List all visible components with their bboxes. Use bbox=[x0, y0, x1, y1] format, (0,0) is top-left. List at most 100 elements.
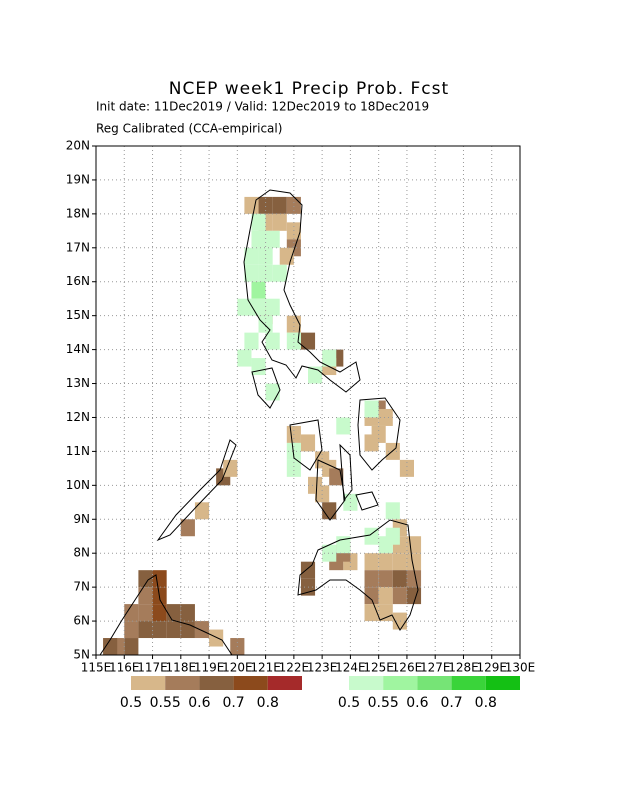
prob-cell bbox=[124, 638, 139, 655]
coastlines bbox=[99, 189, 419, 656]
prob-cell bbox=[364, 434, 379, 452]
x-tick-label: 115E bbox=[81, 661, 112, 675]
x-tick-label: 126E bbox=[392, 661, 423, 675]
prob-cell bbox=[258, 264, 273, 282]
y-tick-label: 12N bbox=[66, 410, 90, 424]
coastline-mindanao bbox=[297, 519, 419, 631]
prob-cell bbox=[286, 332, 301, 350]
subtitle: Init date: 11Dec2019 / Valid: 12Dec2019 … bbox=[96, 100, 429, 114]
prob-cell bbox=[251, 213, 266, 231]
x-tick-label: 129E bbox=[476, 661, 507, 675]
legend-label: 0.5 bbox=[338, 695, 360, 711]
prob-cell bbox=[322, 544, 337, 562]
prob-cell bbox=[392, 553, 407, 571]
y-tick-label: 13N bbox=[66, 376, 90, 390]
legend: 0.5 0.55 0.6 0.7 0.8 0.5 0.55 0.6 0.7 0.8 bbox=[120, 676, 520, 711]
prob-cell bbox=[392, 587, 407, 605]
coastline-mindoro bbox=[251, 367, 281, 409]
prob-cell bbox=[251, 358, 266, 376]
prob-cell bbox=[300, 332, 316, 350]
prob-cell bbox=[378, 408, 393, 426]
legend-swatch bbox=[451, 676, 486, 690]
prob-cell bbox=[406, 536, 422, 554]
prob-cell bbox=[406, 570, 422, 588]
prob-cell bbox=[378, 604, 393, 622]
prob-cell bbox=[258, 196, 273, 214]
cells bbox=[103, 196, 422, 655]
prob-cell bbox=[237, 298, 252, 316]
y-tick-label: 15N bbox=[66, 308, 90, 322]
prob-cell bbox=[364, 553, 379, 571]
x-tick-label: 125E bbox=[363, 661, 394, 675]
y-tick-label: 17N bbox=[66, 240, 90, 254]
prob-cell bbox=[392, 570, 407, 588]
prob-cell bbox=[272, 264, 287, 282]
legend-swatch bbox=[383, 676, 418, 690]
prob-cell bbox=[378, 553, 393, 571]
axes: 115E116E117E118E119E120E121E122E123E124E… bbox=[66, 139, 536, 675]
prob-cell bbox=[180, 519, 195, 537]
x-tick-label: 122E bbox=[279, 661, 310, 675]
x-tick-label: 121E bbox=[250, 661, 281, 675]
y-tick-label: 5N bbox=[73, 648, 90, 662]
legend-label: 0.5 bbox=[120, 695, 142, 711]
prob-cell bbox=[180, 621, 195, 639]
legend-label: 0.8 bbox=[257, 695, 279, 711]
prob-cell bbox=[152, 570, 167, 588]
legend-label: 0.6 bbox=[406, 695, 428, 711]
prob-cell bbox=[300, 434, 316, 452]
y-tick-label: 10N bbox=[66, 478, 90, 492]
prob-cell bbox=[286, 442, 301, 460]
coastline-borneo bbox=[99, 574, 233, 656]
prob-cell bbox=[364, 570, 379, 588]
prob-cell bbox=[272, 213, 287, 231]
prob-cell bbox=[244, 196, 259, 214]
y-tick-label: 8N bbox=[73, 546, 90, 560]
prob-cell bbox=[152, 621, 167, 639]
prob-cell bbox=[399, 459, 414, 477]
prob-cell bbox=[180, 604, 195, 622]
x-tick-label: 130E bbox=[505, 661, 536, 675]
prob-cell bbox=[286, 459, 301, 477]
prob-cell bbox=[378, 587, 393, 605]
x-tick-label: 116E bbox=[109, 661, 140, 675]
x-tick-label: 124E bbox=[335, 661, 366, 675]
y-tick-label: 6N bbox=[73, 614, 90, 628]
prob-cell bbox=[166, 621, 181, 639]
prob-cell bbox=[124, 604, 139, 622]
x-tick-label: 128E bbox=[448, 661, 479, 675]
legend-swatch bbox=[165, 676, 200, 690]
coastline-samar-leyte bbox=[357, 397, 401, 471]
prob-cell bbox=[265, 298, 280, 316]
prob-cell bbox=[378, 536, 393, 554]
prob-cell bbox=[194, 621, 210, 639]
prob-cell bbox=[138, 604, 153, 622]
prob-cell bbox=[315, 485, 330, 503]
x-tick-label: 120E bbox=[222, 661, 253, 675]
prob-cell bbox=[223, 459, 238, 477]
prob-cell bbox=[209, 629, 224, 647]
legend-label: 0.55 bbox=[368, 695, 399, 711]
prob-cell bbox=[251, 298, 266, 316]
prob-cell bbox=[194, 502, 210, 520]
prob-cell bbox=[258, 247, 273, 265]
prob-cell bbox=[265, 230, 280, 248]
legend-swatch bbox=[349, 676, 384, 690]
prob-cell bbox=[286, 196, 301, 214]
legend-label: 0.8 bbox=[475, 695, 497, 711]
prob-cell bbox=[378, 570, 393, 588]
legend-swatch bbox=[417, 676, 452, 690]
prob-cell bbox=[364, 587, 379, 605]
y-tick-label: 16N bbox=[66, 274, 90, 288]
coastline-panay-negros bbox=[289, 419, 346, 521]
y-tick-label: 14N bbox=[66, 342, 90, 356]
prob-cell bbox=[300, 561, 316, 579]
legend-label: 0.55 bbox=[150, 695, 181, 711]
prob-cell bbox=[244, 332, 259, 350]
x-tick-label: 127E bbox=[420, 661, 451, 675]
y-tick-label: 7N bbox=[73, 580, 90, 594]
prob-cell bbox=[124, 621, 139, 639]
y-tick-label: 18N bbox=[66, 206, 90, 220]
prob-cell bbox=[322, 502, 337, 520]
